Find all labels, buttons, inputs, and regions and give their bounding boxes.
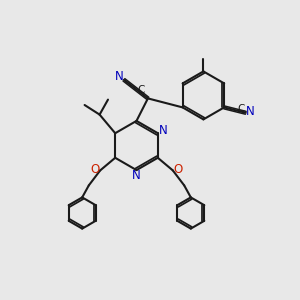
Text: N: N [131, 169, 140, 182]
Text: N: N [158, 124, 167, 137]
Text: N: N [246, 105, 254, 119]
Text: O: O [91, 163, 100, 176]
Text: C: C [237, 103, 244, 114]
Text: C: C [138, 85, 145, 95]
Text: N: N [115, 70, 124, 83]
Text: O: O [173, 163, 182, 176]
